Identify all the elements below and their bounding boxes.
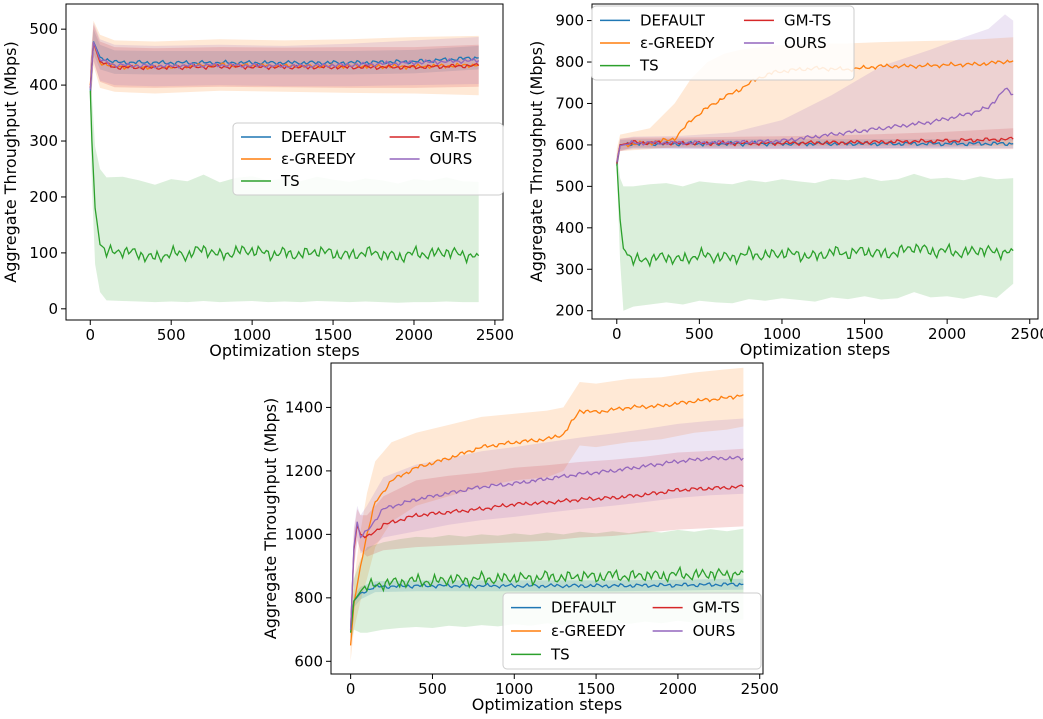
legend-label: GM-TS [784, 11, 831, 29]
legend-frame [591, 5, 855, 81]
y-tick-label: 800 [294, 589, 323, 607]
legend-label: DEFAULT [640, 11, 706, 29]
x-axis-title: Optimization steps [472, 695, 622, 714]
series-line-gm-ts [89, 42, 480, 88]
y-tick-label: 200 [555, 302, 584, 320]
band-gm-ts [616, 128, 1014, 170]
x-tick-label: 1500 [577, 680, 615, 698]
y-axis-title: Aggregate Throughput (Mbps) [261, 398, 280, 639]
plot-frame [330, 362, 764, 675]
x-tick-label: 1000 [495, 680, 533, 698]
chart-panel-top-right: 0 500 1000 1500 2000 2500 200 300 400 500 600 700 80… [527, 3, 1043, 359]
x-axis-title: Optimization steps [209, 341, 359, 360]
y-axis-title: Aggregate Throughput (Mbps) [1, 41, 20, 282]
y-tick-label: 0 [48, 300, 58, 318]
x-tick-label: 2000 [395, 326, 433, 344]
legend-label: OURS [430, 150, 473, 168]
legend-label: OURS [784, 34, 827, 52]
band-ours [616, 14, 1014, 170]
legend: DEFAULT ε-GREEDY TS GM-TS OURS [232, 122, 504, 196]
legend-label: GM-TS [693, 599, 740, 617]
series-line-gm-ts [349, 484, 744, 630]
series-line-default [349, 582, 744, 630]
y-tick-label: 700 [555, 94, 584, 112]
band--greedy [350, 367, 744, 662]
legend-label: OURS [693, 622, 736, 640]
y-axis-title: Aggregate Throughput (Mbps) [527, 41, 546, 282]
y-tick-label: 300 [555, 260, 584, 278]
legend-label: DEFAULT [551, 599, 617, 617]
band-ours [90, 22, 479, 112]
legend-label: DEFAULT [281, 128, 347, 146]
chart-panel-top-left: 0 500 1000 1500 2000 2500 0 100 200 300 400 500 Opti… [1, 3, 514, 360]
x-tick-label: 1000 [233, 326, 271, 344]
legend-label: ε-GREEDY [640, 34, 715, 52]
legend-label: TS [550, 645, 570, 663]
series-line-default [89, 41, 479, 91]
legend-label: TS [639, 57, 659, 75]
legend-label: GM-TS [430, 128, 477, 146]
y-tick-label: 1400 [285, 398, 323, 416]
series-line-ours [349, 455, 744, 630]
y-tick-label: 300 [29, 132, 58, 150]
x-tick-label: 500 [418, 680, 447, 698]
x-axis-title: Optimization steps [740, 340, 890, 359]
band-gm-ts [90, 24, 479, 111]
series-line-ts [349, 565, 744, 633]
y-tick-label: 600 [555, 136, 584, 154]
series-line-ours [616, 87, 1014, 163]
series-line--greedy [349, 394, 744, 646]
x-tick-label: 500 [157, 326, 186, 344]
legend-label: ε-GREEDY [551, 622, 626, 640]
y-tick-label: 400 [29, 76, 58, 94]
y-tick-label: 800 [555, 53, 584, 71]
x-tick-label: 500 [685, 325, 714, 343]
y-tick-label: 500 [555, 177, 584, 195]
x-tick-label: 0 [86, 326, 96, 344]
y-tick-label: 900 [555, 12, 584, 30]
band-default [616, 139, 1014, 170]
plot-frame [591, 3, 1039, 320]
band-ts [616, 153, 1014, 311]
y-tick-label: 100 [29, 244, 58, 262]
x-tick-label: 2500 [476, 326, 514, 344]
band-ours [350, 418, 744, 643]
x-tick-label: 2500 [741, 680, 779, 698]
x-tick-label: 0 [612, 325, 622, 343]
chart-panel-bottom: 0 500 1000 1500 2000 2500 600 800 1000 1200 1400 Op… [261, 362, 779, 714]
y-tick-label: 1000 [285, 525, 323, 543]
y-tick-label: 600 [294, 652, 323, 670]
x-tick-label: 0 [346, 680, 356, 698]
band-default [90, 29, 479, 114]
legend-label: TS [280, 172, 300, 190]
legend: DEFAULT ε-GREEDY TS GM-TS OURS [591, 5, 855, 81]
y-tick-label: 200 [29, 188, 58, 206]
x-tick-label: 2000 [659, 680, 697, 698]
series-line-ours [89, 41, 480, 90]
x-tick-label: 2000 [928, 325, 966, 343]
y-tick-label: 1200 [285, 462, 323, 480]
series-line-ts [89, 90, 480, 265]
series-line-ts [616, 161, 1014, 268]
band-gm-ts [350, 448, 744, 643]
x-tick-label: 1500 [314, 326, 352, 344]
legend-label: ε-GREEDY [281, 150, 356, 168]
legend-frame [502, 592, 762, 670]
legend: DEFAULT ε-GREEDY TS GM-TS OURS [502, 592, 762, 670]
y-tick-label: 500 [29, 20, 58, 38]
x-tick-label: 1500 [845, 325, 883, 343]
legend-frame [232, 122, 504, 196]
x-tick-label: 1000 [763, 325, 801, 343]
y-tick-label: 400 [555, 219, 584, 237]
x-tick-label: 2500 [1011, 325, 1043, 343]
